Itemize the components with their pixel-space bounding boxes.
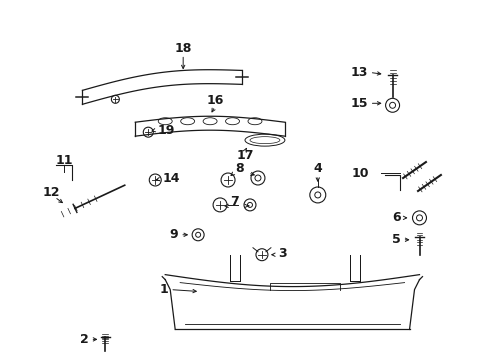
- Text: 14: 14: [162, 171, 180, 185]
- Text: 16: 16: [206, 94, 224, 107]
- Text: 1: 1: [159, 283, 168, 296]
- Text: 9: 9: [169, 228, 178, 241]
- Text: 12: 12: [42, 186, 60, 199]
- Text: 13: 13: [349, 66, 367, 79]
- Text: 4: 4: [313, 162, 322, 175]
- Text: 17: 17: [236, 149, 253, 162]
- Text: 6: 6: [391, 211, 400, 224]
- Text: 3: 3: [277, 247, 286, 260]
- Text: 7: 7: [229, 195, 238, 208]
- Text: 10: 10: [350, 167, 368, 180]
- Text: 11: 11: [56, 154, 73, 167]
- Text: 2: 2: [80, 333, 88, 346]
- Text: 8: 8: [235, 162, 243, 175]
- Text: 15: 15: [349, 97, 367, 110]
- Text: 18: 18: [174, 42, 191, 55]
- Text: 19: 19: [157, 124, 174, 137]
- Text: 5: 5: [391, 233, 400, 246]
